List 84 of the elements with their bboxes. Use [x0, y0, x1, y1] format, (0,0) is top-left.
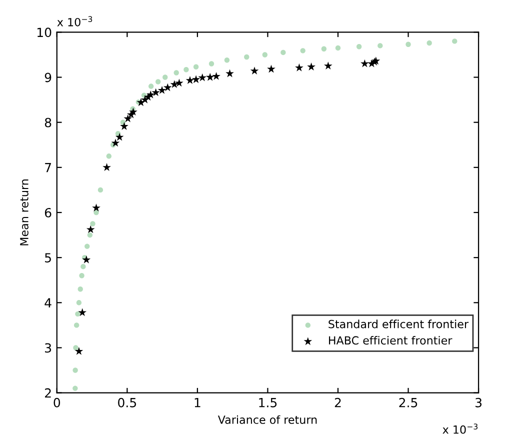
point: [307, 62, 316, 70]
point: [250, 66, 259, 75]
point: [295, 63, 304, 72]
point: [244, 54, 250, 60]
x-tick-label: 3: [476, 398, 482, 408]
x-tick-label: 2: [334, 398, 341, 408]
point: [324, 62, 332, 70]
point: [94, 210, 99, 216]
point: [186, 76, 194, 84]
point: [98, 187, 104, 193]
point: [226, 69, 234, 78]
point: [74, 322, 80, 328]
x-tick-label: 1.5: [259, 398, 277, 408]
x-axis-title: Variance of return: [218, 415, 317, 424]
point: [75, 311, 80, 317]
point: [163, 83, 172, 92]
point: [124, 114, 132, 122]
x-tick-label: 0: [54, 398, 60, 408]
point: [129, 108, 138, 116]
point: [90, 221, 96, 226]
x-tick-label: 2.5: [399, 398, 418, 408]
point: [212, 72, 220, 80]
point: [360, 59, 369, 68]
point: [73, 345, 78, 350]
x-tick-label: 0.5: [118, 398, 136, 408]
point: [198, 73, 207, 82]
y-tick-label: 6: [44, 208, 52, 218]
x-tick-label: 1: [194, 398, 200, 408]
point: [174, 70, 179, 76]
point: [115, 132, 124, 141]
y-axis-title: Mean return: [20, 180, 28, 246]
y-tick-label: 9: [44, 72, 52, 82]
point: [152, 88, 160, 96]
point: [184, 67, 189, 72]
point: [426, 40, 432, 46]
point: [78, 308, 87, 316]
point: [192, 75, 200, 84]
point: [174, 78, 184, 87]
point: [356, 44, 362, 50]
y-tick-label: 8: [44, 118, 52, 128]
legend-label: Standard efficent frontier: [328, 320, 469, 328]
point: [208, 61, 214, 66]
point: [206, 72, 214, 81]
point: [224, 58, 230, 63]
point: [335, 45, 341, 51]
text: x 10$^{−3}$: [442, 424, 478, 434]
point: [162, 74, 168, 80]
y-tick-label: 5: [45, 253, 51, 262]
point: [111, 138, 120, 147]
point: [106, 154, 112, 159]
point: [280, 50, 286, 56]
y-tick-label: 3: [45, 343, 52, 353]
point: [452, 38, 458, 44]
point: [406, 42, 411, 47]
y-tick-label: 2: [45, 388, 51, 398]
point: [76, 300, 82, 306]
point: [72, 386, 78, 391]
point: [148, 84, 154, 89]
point: [321, 46, 327, 52]
legend-label: HABC efficient frontier: [329, 336, 452, 345]
point: [87, 232, 93, 238]
point: [84, 244, 90, 249]
y-tick-label: 7: [45, 163, 51, 172]
point: [378, 43, 383, 48]
point: [80, 264, 86, 270]
point: [158, 86, 166, 94]
point: [86, 225, 95, 234]
point: [262, 52, 268, 58]
point: [120, 122, 128, 130]
text: x 10$^{−3}$: [57, 16, 92, 26]
point: [92, 204, 100, 212]
point: [78, 286, 83, 292]
point: [72, 368, 78, 373]
point: [74, 346, 84, 355]
point: [82, 255, 91, 264]
point: [193, 64, 199, 70]
point: [155, 79, 161, 84]
y-tick-label: 4: [44, 298, 52, 308]
point: [102, 163, 111, 171]
point: [267, 64, 276, 73]
y-tick-label: 10: [38, 28, 52, 38]
point: [146, 90, 155, 98]
point: [79, 273, 84, 278]
point: [300, 48, 306, 54]
